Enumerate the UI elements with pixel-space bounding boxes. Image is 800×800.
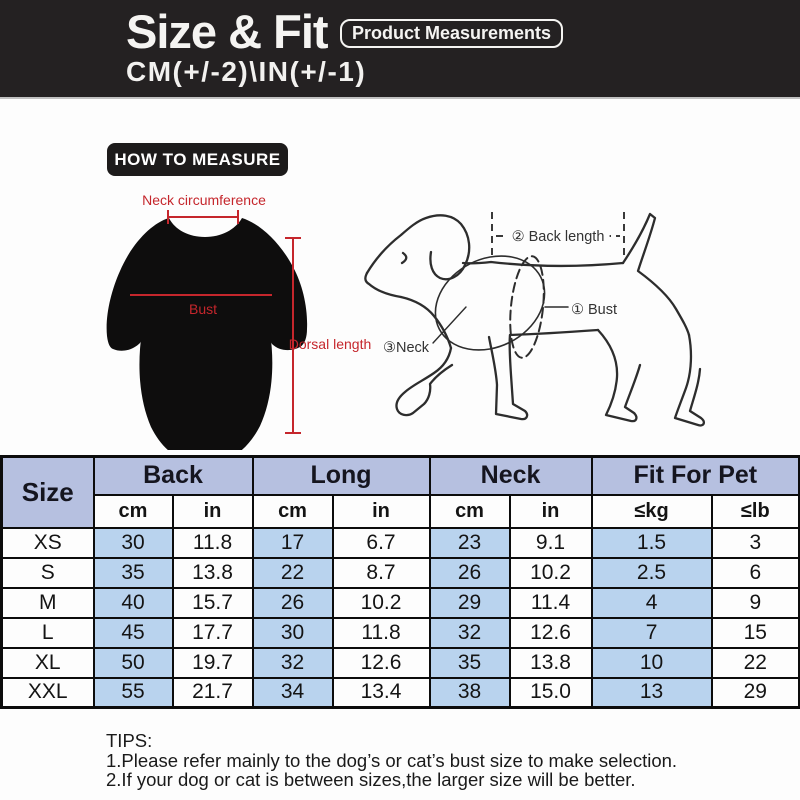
value-cell: 1.5 xyxy=(590,526,713,559)
size-cell: XXL xyxy=(0,676,95,709)
value-cell: 26 xyxy=(251,586,334,619)
tips-line-2: 2.If your dog or cat is between sizes,th… xyxy=(106,769,636,790)
measurement-diagram: Neck circumference Bust Dorsal length ② … xyxy=(0,185,800,464)
value-cell: 10.2 xyxy=(508,556,593,589)
product-measurements-badge: Product Measurements xyxy=(340,19,564,48)
value-cell: 50 xyxy=(92,646,174,679)
table-row-l: L 45 17.7 30 11.8 32 12.6 7 15 xyxy=(0,616,800,649)
unit-long-in: in xyxy=(331,493,431,529)
value-cell: 45 xyxy=(92,616,174,649)
col-group-back: Back xyxy=(92,455,254,496)
table-row-xl: XL 50 19.7 32 12.6 35 13.8 10 22 xyxy=(0,646,800,679)
tips-section: TIPS: 1.Please refer mainly to the dog’s… xyxy=(106,731,677,790)
value-cell: 32 xyxy=(251,646,334,679)
value-cell: 8.7 xyxy=(331,556,431,589)
table-row-s: S 35 13.8 22 8.7 26 10.2 2.5 6 xyxy=(0,556,800,589)
value-cell: 2.5 xyxy=(590,556,713,589)
value-cell: 12.6 xyxy=(508,616,593,649)
value-cell: 10.2 xyxy=(331,586,431,619)
size-cell: XS xyxy=(0,526,95,559)
unit-neck-cm: cm xyxy=(428,493,511,529)
value-cell: 29 xyxy=(710,676,800,709)
tshirt-illustration xyxy=(106,218,308,464)
value-cell: 22 xyxy=(251,556,334,589)
dog-neck-label: ③Neck xyxy=(382,340,430,356)
shirt-measure-lines xyxy=(130,210,301,434)
value-cell: 38 xyxy=(428,676,511,709)
value-cell: 34 xyxy=(251,676,334,709)
value-cell: 6 xyxy=(710,556,800,589)
value-cell: 35 xyxy=(92,556,174,589)
unit-neck-in: in xyxy=(508,493,593,529)
value-cell: 12.6 xyxy=(331,646,431,679)
tips-line-1: 1.Please refer mainly to the dog’s or ca… xyxy=(106,749,678,771)
value-cell: 32 xyxy=(428,616,511,649)
value-cell: 13 xyxy=(590,676,713,709)
shirt-bust-label: Bust xyxy=(188,301,218,317)
value-cell: 35 xyxy=(428,646,511,679)
value-cell: 7 xyxy=(590,616,713,649)
page-title: Size & Fit xyxy=(126,5,329,58)
value-cell: 13.4 xyxy=(331,676,431,709)
value-cell: 29 xyxy=(428,586,511,619)
value-cell: 15.0 xyxy=(508,676,593,709)
size-cell: L xyxy=(0,616,95,649)
neck-circumference-label: Neck circumference xyxy=(142,192,266,208)
dog-bust-label: ① Bust xyxy=(570,302,618,318)
value-cell: 40 xyxy=(92,586,174,619)
value-cell: 17 xyxy=(251,526,334,559)
value-cell: 55 xyxy=(92,676,174,709)
unit-header-row: cm in cm in cm in ≤kg ≤lb xyxy=(2,493,800,529)
how-to-measure-badge: HOW TO MEASURE xyxy=(107,143,288,176)
value-cell: 11.8 xyxy=(171,526,254,559)
value-cell: 11.4 xyxy=(508,586,593,619)
value-cell: 23 xyxy=(428,526,511,559)
value-cell: 6.7 xyxy=(331,526,431,559)
unit-max-kg: ≤kg xyxy=(590,493,713,529)
tolerance-note: CM(+/-2)\IN(+/-1) xyxy=(126,56,367,87)
value-cell: 21.7 xyxy=(171,676,254,709)
value-cell: 30 xyxy=(251,616,334,649)
table-row-m: M 40 15.7 26 10.2 29 11.4 4 9 xyxy=(0,586,800,619)
size-chart-table: Size Back Long Neck Fit For Pet cm in cm… xyxy=(0,455,800,709)
unit-back-in: in xyxy=(171,493,254,529)
tips-title: TIPS: xyxy=(106,730,153,751)
value-cell: 30 xyxy=(92,526,174,559)
col-group-long: Long xyxy=(251,455,431,496)
table-row-xxl: XXL 55 21.7 34 13.4 38 15.0 13 29 xyxy=(0,676,800,709)
value-cell: 13.8 xyxy=(508,646,593,679)
col-group-fit-for-pet: Fit For Pet xyxy=(590,455,800,496)
value-cell: 9 xyxy=(710,586,800,619)
value-cell: 22 xyxy=(710,646,800,679)
table-row-xs: XS 30 11.8 17 6.7 23 9.1 1.5 3 xyxy=(0,526,800,559)
value-cell: 4 xyxy=(590,586,713,619)
size-cell: XL xyxy=(0,646,95,679)
value-cell: 3 xyxy=(710,526,800,559)
dog-back-length-label: ② Back length xyxy=(506,229,610,245)
value-cell: 13.8 xyxy=(171,556,254,589)
value-cell: 9.1 xyxy=(508,526,593,559)
value-cell: 10 xyxy=(590,646,713,679)
col-group-neck: Neck xyxy=(428,455,593,496)
value-cell: 15 xyxy=(710,616,800,649)
unit-long-cm: cm xyxy=(251,493,334,529)
diagram-drawing xyxy=(106,210,705,464)
value-cell: 17.7 xyxy=(171,616,254,649)
value-cell: 26 xyxy=(428,556,511,589)
dorsal-length-label: Dorsal length xyxy=(288,336,372,352)
unit-max-lb: ≤lb xyxy=(710,493,800,529)
group-header-row: Size Back Long Neck Fit For Pet xyxy=(0,455,800,529)
value-cell: 11.8 xyxy=(331,616,431,649)
col-header-size: Size xyxy=(0,455,95,529)
dog-illustration xyxy=(364,212,705,427)
header-band: Size & Fit Product Measurements CM(+/-2)… xyxy=(0,0,800,97)
value-cell: 15.7 xyxy=(171,586,254,619)
value-cell: 19.7 xyxy=(171,646,254,679)
size-cell: S xyxy=(0,556,95,589)
size-cell: M xyxy=(0,586,95,619)
unit-back-cm: cm xyxy=(92,493,174,529)
